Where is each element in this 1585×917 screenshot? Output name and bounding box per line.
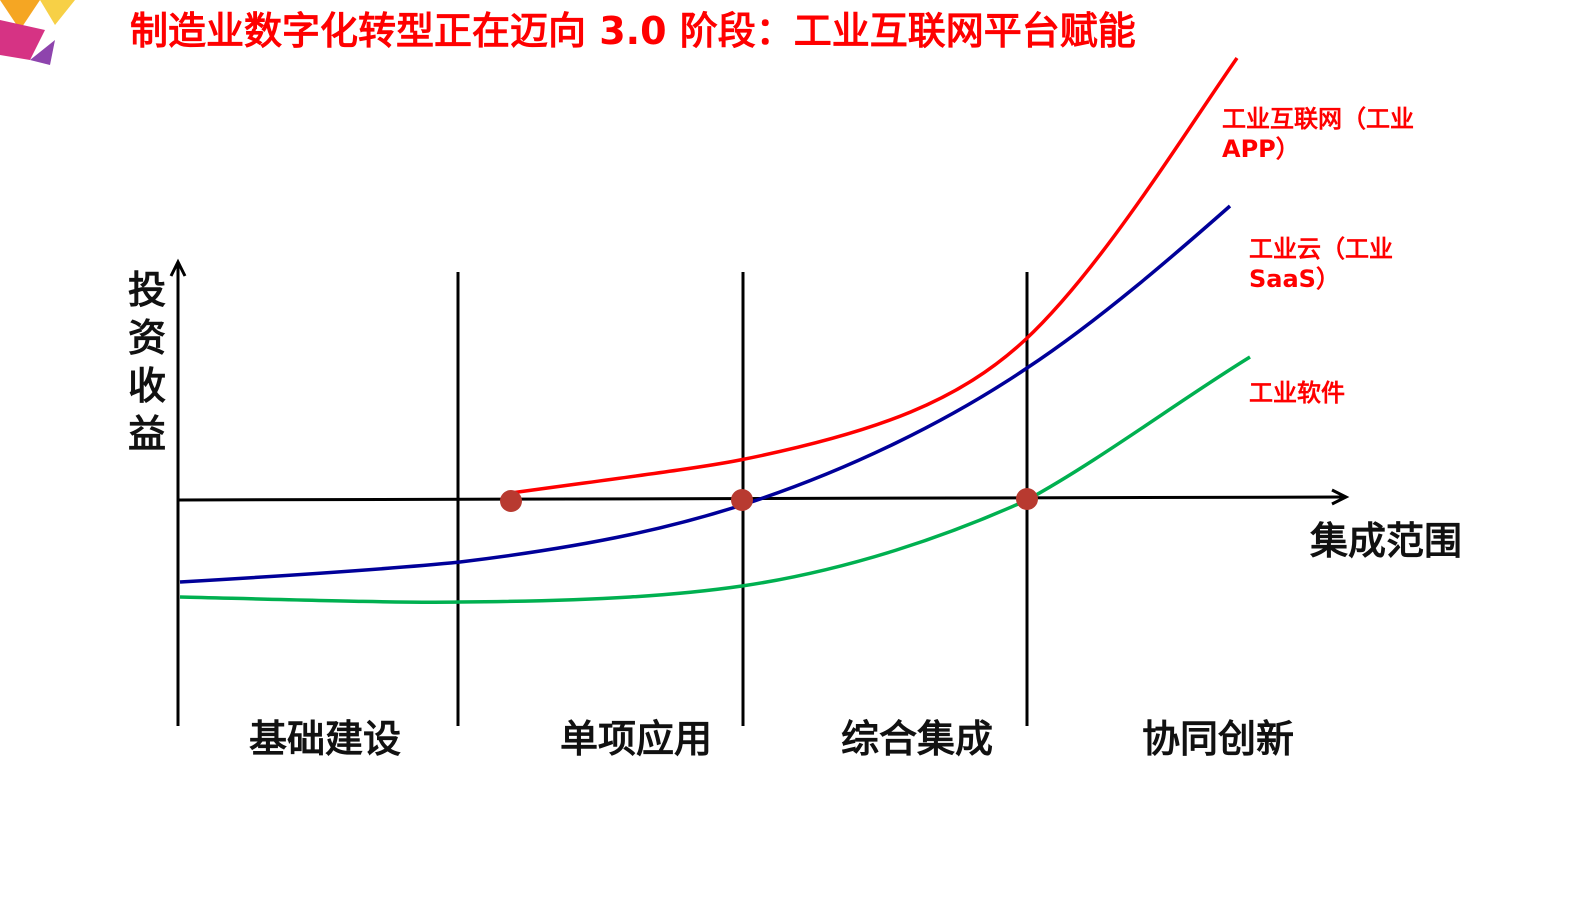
stage-label: 综合集成 [840,717,993,761]
stage-label: 单项应用 [559,717,712,761]
axes [169,258,1350,726]
curve-label: 工业云（工业SaaS） [1249,235,1393,293]
curve-label: 工业互联网（工业APP） [1222,105,1414,163]
intersection-dots [500,488,1038,512]
x-axis-label: 集成范围 [1310,519,1463,563]
curve-industrial-internet [510,57,1239,495]
curve-label: 工业软件 [1249,379,1345,407]
curve-industrial-cloud [179,204,1232,584]
y-axis-label: 投资收益 [128,268,167,456]
stage-label: 协同创新 [1141,717,1294,761]
curve-industrial-software [179,355,1251,604]
title: 制造业数字化转型正在迈向 3.0 阶段：工业互联网平台赋能 [130,9,1136,53]
corner-decoration [0,0,75,65]
stage-label: 基础建设 [248,717,401,761]
